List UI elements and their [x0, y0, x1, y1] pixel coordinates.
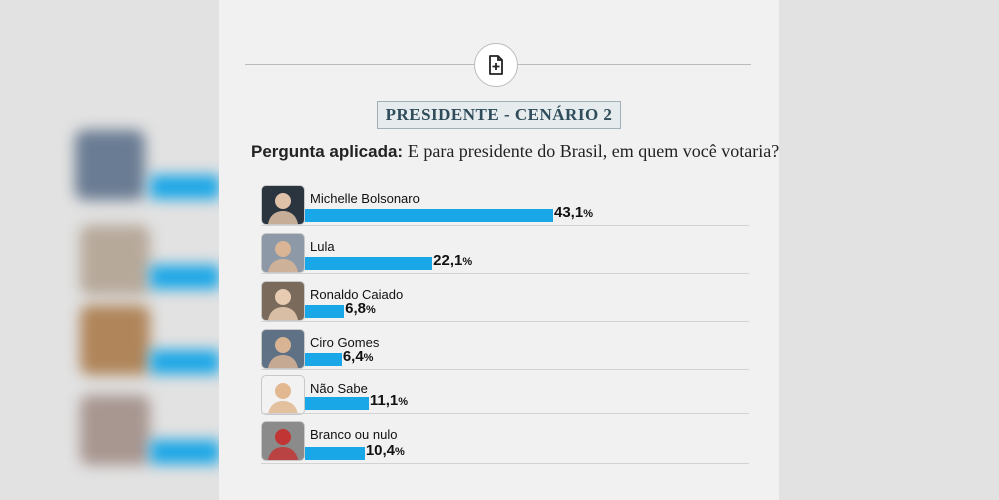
- blurred-bar: [150, 350, 220, 374]
- candidate-avatar: [261, 329, 305, 369]
- vote-bar: [305, 397, 369, 410]
- vote-value-number: 43,1: [554, 204, 584, 221]
- vote-bar: [305, 305, 345, 318]
- row-divider: [261, 413, 749, 414]
- row-divider: [261, 225, 749, 226]
- candidate-avatar: [261, 421, 305, 461]
- vote-value-number: 22,1: [433, 252, 463, 269]
- poll-row: Lula 22,1%: [261, 230, 749, 274]
- question-text: E para presidente do Brasil, em quem voc…: [407, 141, 780, 161]
- blurred-avatar: [75, 130, 145, 200]
- question-label: Pergunta aplicada:: [251, 142, 404, 161]
- scenario-title: PRESIDENTE - CENÁRIO 2: [377, 101, 621, 129]
- candidate-name: Branco ou nulo: [310, 427, 398, 442]
- blurred-bar: [150, 265, 220, 289]
- vote-value-number: 6,8: [345, 300, 366, 317]
- vote-value-label: 11,1%: [370, 392, 408, 409]
- candidate-name: Ronaldo Caiado: [310, 287, 404, 302]
- vote-value-unit: %: [583, 208, 593, 220]
- question: Pergunta aplicada: E para presidente do …: [251, 141, 779, 162]
- vote-bar: [305, 447, 365, 460]
- row-divider: [261, 463, 749, 464]
- vote-value-unit: %: [462, 256, 473, 268]
- vote-value-unit: %: [398, 396, 409, 408]
- vote-value-number: 6,4: [342, 348, 364, 365]
- poll-row: Branco ou nulo 10,4%: [261, 418, 749, 464]
- row-divider: [261, 369, 749, 370]
- poll-row: Ronaldo Caiado 6,8%: [261, 278, 749, 322]
- blurred-bar: [150, 440, 220, 464]
- poll-card: PRESIDENTE - CENÁRIO 2 Pergunta aplicada…: [219, 0, 779, 500]
- candidate-name: Ciro Gomes: [310, 335, 380, 350]
- candidate-name: Lula: [310, 239, 335, 254]
- vote-value-label: 22,1%: [433, 252, 472, 269]
- row-divider: [261, 273, 749, 274]
- document-add-icon[interactable]: [474, 43, 518, 87]
- vote-value-unit: %: [395, 446, 405, 458]
- blurred-avatar: [80, 225, 150, 295]
- poll-row: Não Sabe 11,1%: [261, 372, 749, 415]
- candidate-avatar: [261, 375, 305, 415]
- candidate-name: Não Sabe: [310, 381, 368, 396]
- candidate-avatar: [261, 185, 305, 225]
- blurred-avatar: [80, 305, 150, 375]
- vote-bar: [305, 353, 342, 366]
- poll-row: Michelle Bolsonaro 43,1%: [261, 182, 749, 226]
- blurred-bar: [150, 175, 220, 199]
- poll-row: Ciro Gomes 6,4%: [261, 326, 749, 370]
- vote-value-number: 10,4: [365, 442, 396, 459]
- vote-bar: [305, 257, 433, 270]
- vote-value-label: 6,4%: [343, 348, 374, 365]
- vote-value-unit: %: [365, 304, 376, 316]
- blurred-avatar: [80, 395, 150, 465]
- vote-value-label: 6,8%: [345, 300, 376, 317]
- candidate-avatar: [261, 233, 305, 273]
- vote-value-unit: %: [363, 352, 374, 364]
- candidate-avatar: [261, 281, 305, 321]
- vote-value-label: 10,4%: [366, 442, 405, 459]
- row-divider: [261, 321, 749, 322]
- vote-value-number: 11,1: [369, 392, 399, 409]
- vote-value-label: 43,1%: [554, 204, 593, 221]
- candidate-name: Michelle Bolsonaro: [310, 191, 420, 206]
- vote-bar: [305, 209, 553, 222]
